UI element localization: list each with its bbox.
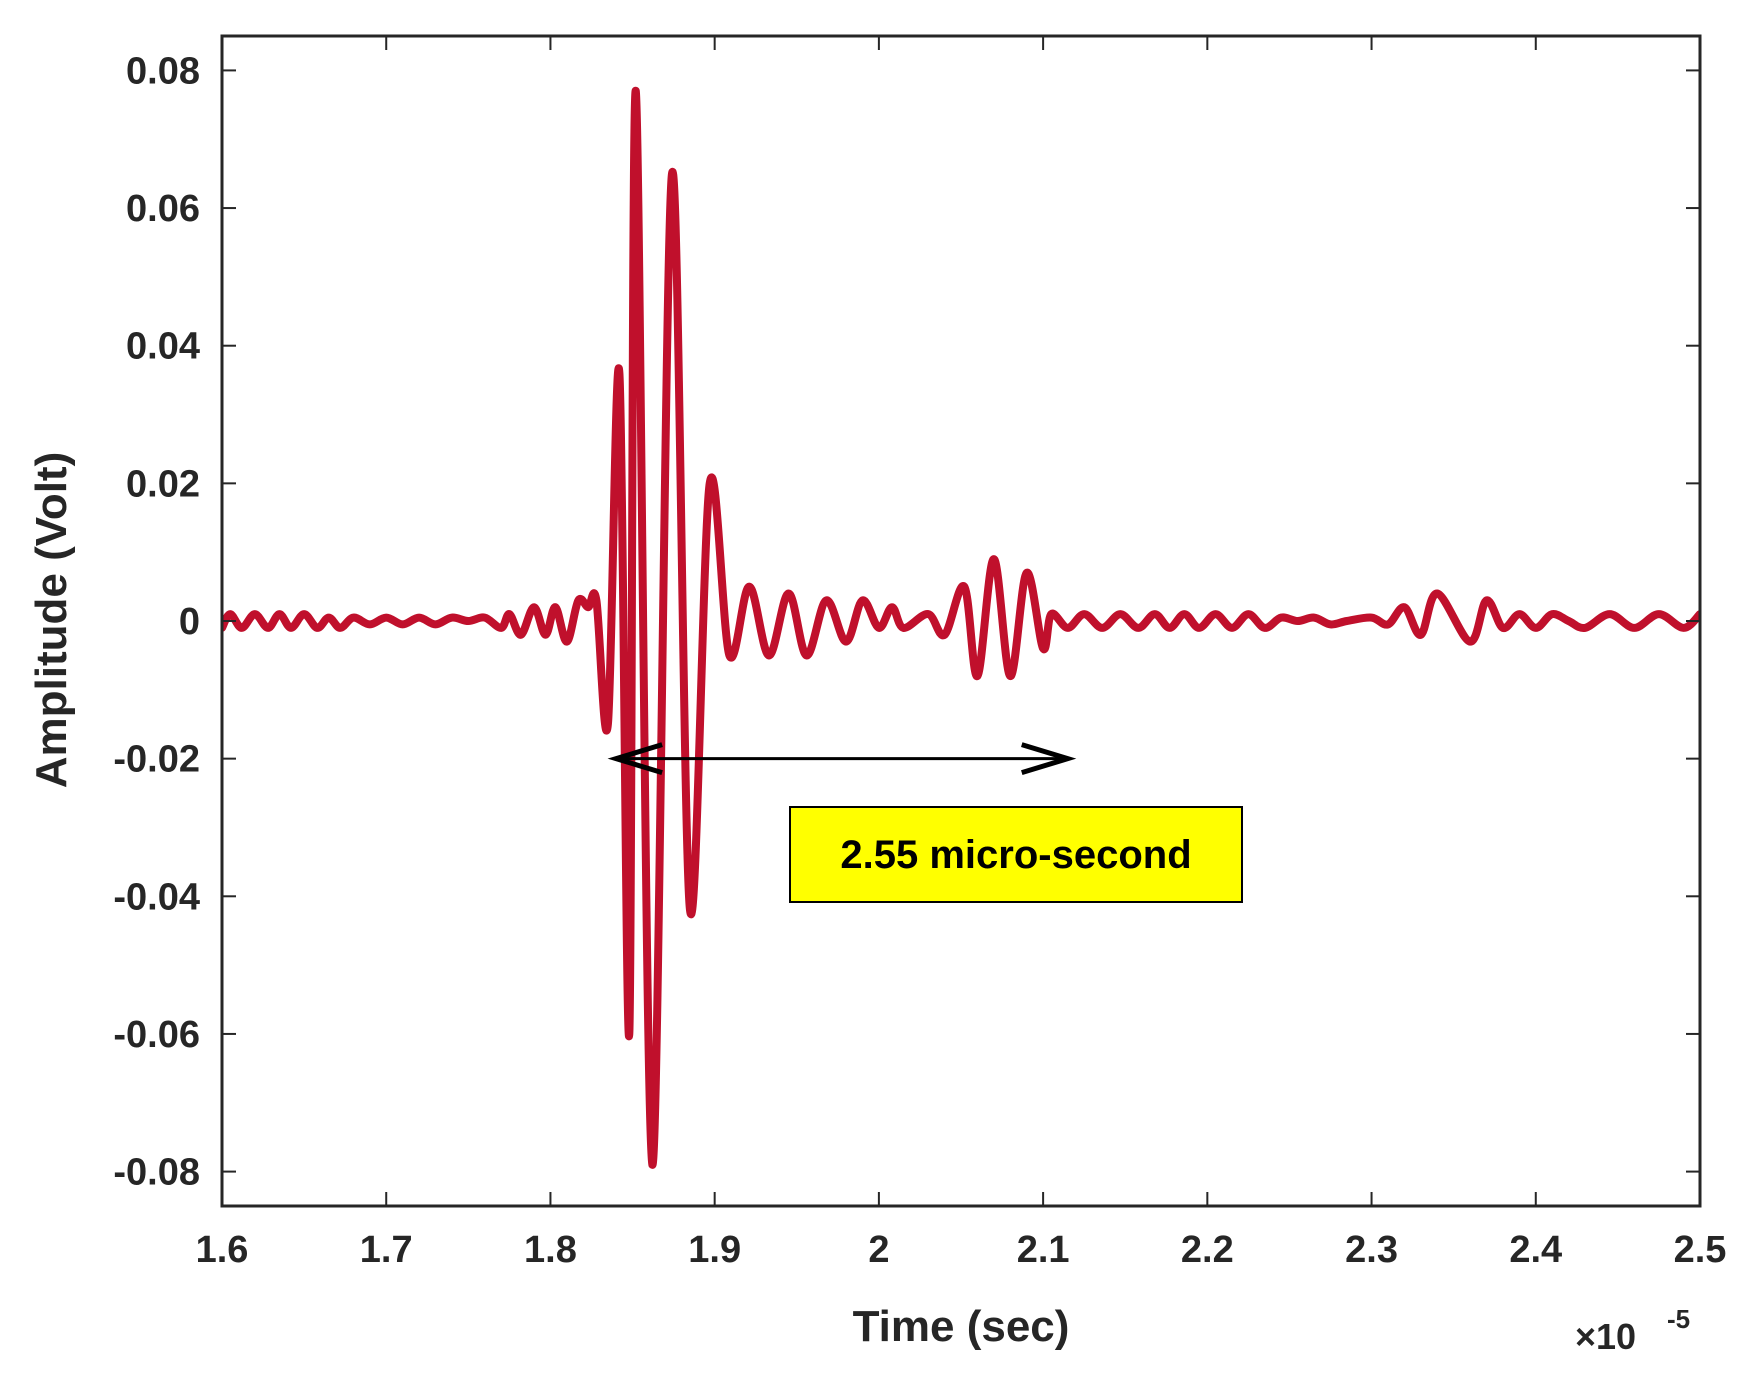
y-tick-label: 0	[179, 601, 200, 643]
y-tick-label: -0.02	[113, 739, 200, 781]
x-tick-label: 2.1	[1017, 1229, 1070, 1271]
y-tick-label: -0.04	[113, 876, 200, 918]
y-axis-label: Amplitude (Volt)	[27, 452, 76, 788]
duration-arrowhead-left	[607, 742, 663, 776]
x-tick-label: 1.9	[688, 1229, 741, 1271]
x-tick-label: 2	[868, 1229, 889, 1271]
x-tick-label: 1.8	[524, 1229, 577, 1271]
x-tick-label: 2.2	[1181, 1229, 1234, 1271]
x-tick-label: 2.4	[1509, 1229, 1562, 1271]
y-tick-label: 0.08	[126, 50, 200, 92]
x-axis-label: Time (sec)	[853, 1302, 1070, 1351]
duration-arrowhead-right	[1021, 742, 1077, 776]
x-tick-label: 2.5	[1674, 1229, 1727, 1271]
y-tick-label: -0.06	[113, 1014, 200, 1056]
duration-label-box	[789, 806, 1243, 903]
x-exponent: ×10 -5	[1575, 1304, 1690, 1357]
signal-line	[222, 87, 1700, 1169]
x-tick-label: 1.6	[196, 1229, 249, 1271]
y-tick-label: 0.04	[126, 326, 200, 368]
x-exponent-power: -5	[1667, 1304, 1690, 1334]
x-tick-label: 2.3	[1345, 1229, 1398, 1271]
duration-label: 2.55 micro-second	[840, 833, 1191, 877]
y-tick-label: -0.08	[113, 1152, 200, 1194]
duration-annotation: 2.55 micro-second	[607, 742, 1243, 903]
y-tick-label: 0.06	[126, 188, 200, 230]
x-tick-label: 1.7	[360, 1229, 413, 1271]
x-exponent-base: ×10	[1575, 1316, 1636, 1357]
y-tick-label: 0.02	[126, 463, 200, 505]
